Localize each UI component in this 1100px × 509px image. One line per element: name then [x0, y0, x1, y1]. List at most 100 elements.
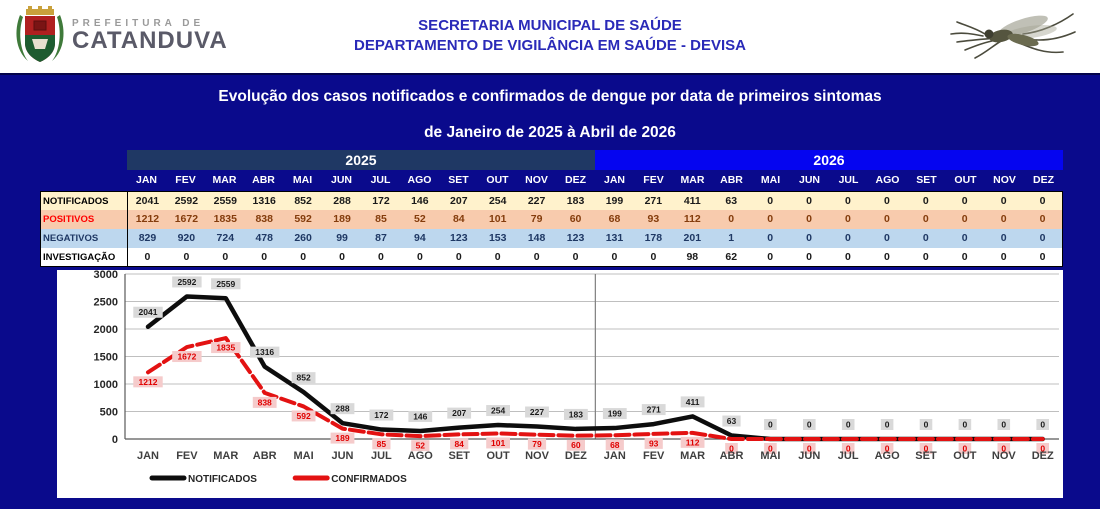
x-axis-month-label: AGO: [408, 450, 434, 462]
data-label: 227: [530, 407, 544, 417]
x-axis-month-label: SET: [915, 450, 937, 462]
x-axis-month-label: JAN: [604, 450, 626, 462]
x-axis-month-label: JAN: [137, 450, 159, 462]
month-header-cell: JUN: [798, 174, 820, 186]
mosquito-image: [950, 13, 1076, 59]
table-value-cell: 68: [608, 213, 621, 225]
data-label: 0: [1040, 444, 1045, 454]
data-label-box: [1036, 443, 1049, 454]
data-label: 68: [610, 440, 620, 450]
data-label-box: [372, 438, 391, 450]
month-header-cell: SET: [916, 174, 937, 186]
row-label: POSITIVOS: [41, 210, 128, 229]
month-header-cell: FEV: [643, 174, 664, 186]
month-header-cell: OUT: [486, 174, 509, 186]
data-label: 0: [924, 420, 929, 430]
table-value-cell: 84: [452, 213, 465, 225]
table-value-cell: 0: [1039, 195, 1046, 207]
table-value-cell: 1672: [174, 213, 199, 225]
data-label: 2592: [177, 277, 196, 287]
month-header-cell: OUT: [954, 174, 977, 186]
table-value-cell: 2041: [135, 195, 160, 207]
legend-label-notificados: NOTIFICADOS: [188, 474, 257, 485]
x-axis-month-label: JUN: [331, 450, 353, 462]
table-value-cell: 592: [294, 213, 312, 225]
y-axis-tick-label: 1000: [94, 379, 118, 391]
data-label-box: [408, 410, 433, 422]
data-label-box: [133, 376, 163, 388]
table-value-cell: 112: [683, 213, 701, 225]
data-label-box: [250, 346, 280, 358]
table-value-cell: 0: [1000, 251, 1007, 263]
data-label-box: [880, 443, 894, 454]
table-value-cell: 1: [728, 232, 735, 244]
table-value-cell: 0: [883, 195, 890, 207]
x-axis-month-label: AGO: [875, 450, 901, 462]
table-value-cell: 2592: [174, 195, 199, 207]
table-value-cell: 0: [883, 232, 890, 244]
table-value-cell: 0: [572, 251, 579, 263]
table-value-cell: 838: [255, 213, 273, 225]
logo-pretitle: PREFEITURA DE: [72, 17, 205, 29]
report-title: Evolução dos casos notificados e confirm…: [218, 88, 882, 105]
data-label: 288: [335, 404, 349, 414]
data-label: 172: [374, 410, 388, 420]
data-label: 1835: [216, 343, 235, 353]
table-value-cell: 0: [961, 232, 968, 244]
table-value-cell: 0: [611, 251, 618, 263]
data-label: 1316: [255, 347, 274, 357]
y-axis-tick-label: 1500: [94, 352, 118, 364]
data-label: 2041: [139, 307, 158, 317]
data-label: 199: [608, 409, 622, 419]
month-header-row: JAN FEV MAR ABR MAI JUN JUL AGO SET OUT NOV DEZ JAN F…: [40, 170, 1063, 191]
month-header-cell: NOV: [993, 174, 1016, 186]
table-value-cell: 153: [488, 232, 507, 244]
month-header-cell: MAR: [680, 174, 705, 186]
x-axis-month-label: JUN: [798, 450, 820, 462]
data-label: 0: [768, 420, 773, 430]
x-axis-month-label: ABR: [720, 450, 744, 462]
table-value-cell: 260: [294, 232, 312, 244]
table-value-cell: 411: [683, 195, 701, 207]
data-label-box: [447, 407, 472, 419]
month-header-cell: FEV: [175, 174, 196, 186]
data-label-box: [764, 419, 777, 430]
data-label-box: [680, 396, 705, 408]
data-label: 0: [885, 420, 890, 430]
cases-line-chart: 0 500 1000 1500 2000 2500 3000 2041 2592 2559 1316…: [57, 270, 1063, 498]
x-axis-month-label: OUT: [953, 450, 977, 462]
table-value-cell: 0: [767, 232, 774, 244]
table-value-cell: 94: [414, 232, 426, 244]
report-panel: Evolução dos casos notificados e confirm…: [0, 73, 1100, 509]
table-value-cell: 183: [566, 195, 585, 207]
data-label-box: [644, 437, 663, 449]
table-row-negativos: NEGATIVOS 829 920 724 478 260 99 87 94 123 153 148 1…: [40, 229, 1063, 248]
table-value-cell: 172: [372, 195, 390, 207]
table-value-cell: 0: [183, 251, 190, 263]
month-header-cell: MAI: [292, 174, 313, 186]
table-value-cell: 131: [605, 232, 624, 244]
x-axis-month-label: FEV: [176, 450, 198, 462]
cases-table: 2025 2026 JAN FEV MAR ABR MAI JUN JUL AGO SET OUT NO…: [40, 150, 1063, 267]
y-axis-tick-label: 2500: [94, 297, 118, 309]
data-label-box: [605, 439, 624, 451]
data-label-box: [564, 408, 588, 420]
table-value-cell: 0: [533, 251, 540, 263]
data-label: 189: [335, 433, 349, 443]
table-value-cell: 852: [294, 195, 312, 207]
table-value-cell: 288: [333, 195, 351, 207]
data-label-box: [764, 443, 777, 454]
year-header-2025: 2025: [127, 150, 595, 170]
data-label-box: [722, 415, 741, 427]
data-label: 52: [416, 441, 426, 451]
year-header-2026: 2026: [595, 150, 1063, 170]
y-axis-tick-label: 3000: [94, 270, 118, 281]
legend-label-confirmados: CONFIRMADOS: [331, 474, 407, 485]
table-value-cell: 0: [1000, 195, 1007, 207]
table-value-cell: 146: [411, 195, 429, 207]
data-label-box: [997, 419, 1011, 430]
data-label: 79: [532, 439, 542, 449]
data-label: 0: [1040, 420, 1045, 430]
table-value-cell: 0: [1000, 232, 1007, 244]
table-value-cell: 123: [450, 232, 468, 244]
